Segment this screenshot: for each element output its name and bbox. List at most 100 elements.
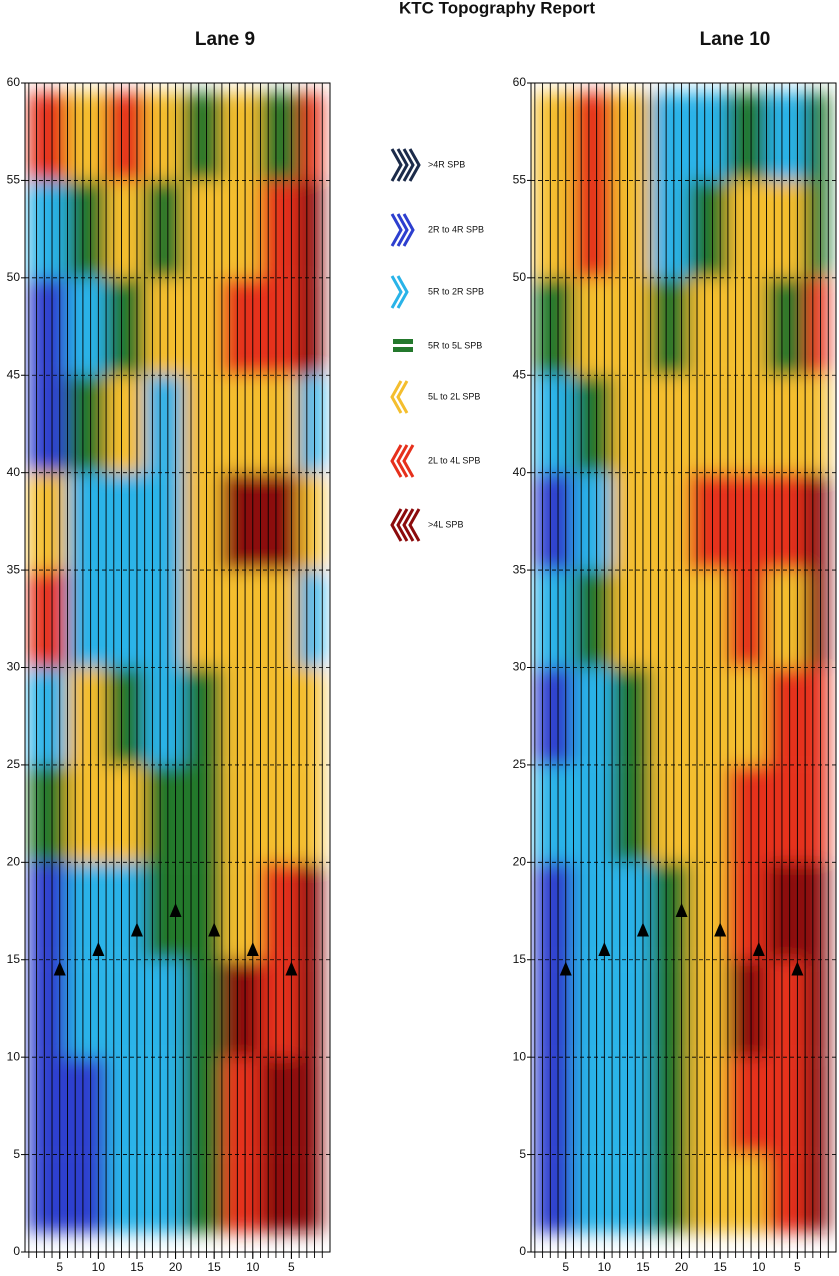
heat-cell [299,375,323,473]
heat-cell [67,472,107,571]
legend-chevron [402,148,415,182]
heatmap-clip [534,92,829,1233]
heat-cell [106,1154,145,1233]
x-tick-label: 10 [246,1260,260,1274]
heat-cell [260,1154,300,1233]
legend-chevron [396,213,409,247]
heat-cell [727,862,767,960]
heat-cell [67,570,107,668]
marker-triangle [285,961,298,976]
heat-cell [727,570,767,668]
legend-chevron [396,444,409,478]
heat-cell [144,375,184,473]
heat-cell [106,375,145,473]
heat-cell [534,1057,574,1155]
heat-cell [573,277,613,376]
heat-cell [183,375,222,473]
heat-cell [534,570,574,668]
heat-cell [299,1154,323,1233]
heat-cell [534,667,574,765]
heat-cell [221,570,261,668]
heat-cell [650,472,690,571]
heat-cell [650,277,690,376]
x-tick-label: 15 [713,1260,727,1274]
heat-cell [805,667,829,765]
heat-cell [144,764,184,863]
heatmap [534,92,829,1233]
heat-cell [727,1057,767,1155]
legend-chevron [390,380,403,414]
heat-cell [183,667,222,765]
heat-cell [144,667,184,765]
heat-cell [28,959,68,1058]
y-tick-label: 10 [513,1049,527,1063]
heat-cell [805,570,829,668]
x-tick-label: 5 [56,1260,63,1274]
legend-swatch [393,347,413,352]
heat-cell [144,1057,184,1155]
heat-cell [612,862,651,960]
y-tick-label: 45 [7,367,21,381]
heat-cell [106,1057,145,1155]
x-tick-label: 5 [288,1260,295,1274]
heat-cell [144,959,184,1058]
heat-cell [612,277,651,376]
y-tick-label: 60 [7,75,21,89]
heat-cell [106,667,145,765]
heat-cell [689,277,728,376]
heat-cell [689,1154,728,1233]
heat-cell [612,764,651,863]
heat-cell [534,764,574,863]
heat-cell [28,570,68,668]
marker-triangle [53,961,66,976]
x-tick-label: 10 [598,1260,612,1274]
heat-cell [650,667,690,765]
heat-cell [67,1154,107,1233]
heat-cell [106,764,145,863]
heat-cell [534,862,574,960]
marker-triangle [246,942,259,957]
heat-cell [221,277,261,376]
heat-cell [805,764,829,863]
heat-cell [183,277,222,376]
legend-swatch [393,339,413,344]
marker-triangle [675,903,688,918]
heat-cell [221,862,261,960]
heat-cell [766,1154,806,1233]
legend-label: >4L SPB [428,519,463,529]
heat-cell [299,959,323,1058]
x-tick-label: 15 [207,1260,221,1274]
heat-cell [221,180,261,278]
heat-cell [260,667,300,765]
heat-cell [144,277,184,376]
legend-item: 5R to 2R SPB [390,275,484,309]
y-tick-label: 40 [513,465,527,479]
report-title: KTC Topography Report [399,0,595,17]
heat-cell [689,375,728,473]
heat-cell [573,375,613,473]
heat-cell [766,472,806,571]
heat-cell [183,764,222,863]
heat-cell [28,764,68,863]
legend-label: 2R to 4R SPB [428,224,484,234]
heat-cell [766,92,806,181]
heat-cell [260,570,300,668]
heat-cell [805,472,829,571]
heat-cell [689,1057,728,1155]
heat-cell [260,180,300,278]
y-tick-label: 10 [7,1049,21,1063]
heat-cell [299,92,323,181]
heat-cell [260,375,300,473]
legend-chevron [390,148,403,182]
heat-cell [650,570,690,668]
heat-cell [766,764,806,863]
legend-item: >4L SPB [390,508,463,542]
heat-cell [727,92,767,181]
legend-chevron [390,508,403,542]
y-tick-label: 60 [513,75,527,89]
heat-cell [144,472,184,571]
heat-cell [689,570,728,668]
legend-chevron [396,275,409,309]
x-tick-label: 5 [794,1260,801,1274]
heat-cell [612,472,651,571]
